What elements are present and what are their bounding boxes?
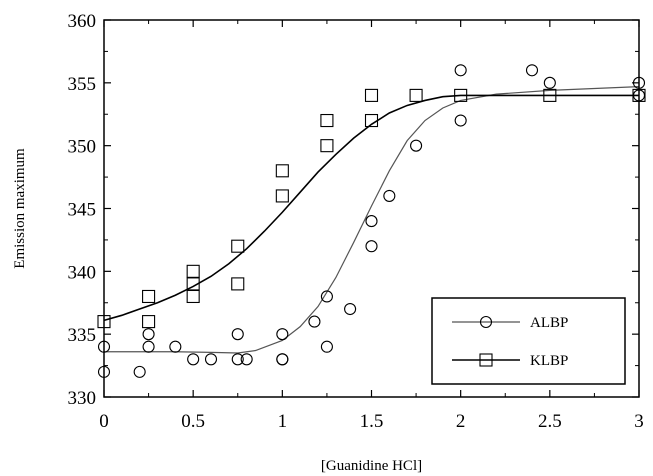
data-point-klbp: [275, 189, 289, 203]
x-axis-title: [Guanidine HCl]: [321, 458, 422, 474]
data-point-klbp: [320, 139, 334, 153]
data-point-albp: [187, 353, 200, 366]
legend-marker-shape: [479, 353, 493, 367]
data-point-albp: [133, 365, 146, 378]
data-point-klbp: [364, 88, 379, 102]
fit-curve-klbp: [103, 94, 639, 322]
y-tick-label: 360: [68, 11, 97, 32]
legend-marker-albp: [479, 315, 493, 329]
data-point-klbp: [142, 289, 156, 304]
data-point-albp: [365, 215, 378, 228]
y-tick-label: 330: [68, 388, 97, 409]
y-tick-label: 335: [68, 325, 97, 346]
data-point-albp: [240, 353, 253, 366]
x-tick-label: 0.5: [181, 411, 205, 432]
data-point-klbp: [142, 315, 156, 329]
fit-curve-albp: [104, 86, 640, 354]
data-point-klbp: [186, 264, 200, 278]
y-tick-label: 355: [68, 74, 97, 95]
data-point-albp: [204, 353, 218, 366]
data-point-albp: [276, 328, 289, 341]
data-point-albp: [410, 139, 423, 152]
x-tick-label: 3: [634, 411, 644, 432]
legend-label-albp: ALBP: [530, 315, 568, 331]
data-point-klbp: [275, 164, 289, 178]
legend: ALBP KLBP: [431, 297, 626, 385]
data-point-klbp: [186, 289, 200, 304]
data-point-albp: [276, 353, 289, 366]
data-point-albp: [525, 64, 539, 77]
data-point-albp: [169, 340, 182, 353]
data-point-albp: [365, 240, 378, 253]
y-tick-label: 340: [68, 262, 97, 283]
data-point-klbp: [409, 88, 423, 102]
data-point-klbp: [543, 88, 557, 102]
legend-label-klbp: KLBP: [530, 353, 568, 369]
data-point-klbp: [364, 113, 379, 128]
data-point-albp: [142, 328, 155, 341]
x-tick-label: 0: [99, 411, 109, 432]
data-point-albp: [308, 315, 321, 328]
x-tick-label: 2.5: [538, 411, 562, 432]
data-point-albp: [320, 290, 333, 303]
y-axis-title: Emission maximum: [12, 148, 28, 269]
legend-marker-klbp: [479, 353, 493, 367]
y-tick-label: 345: [68, 200, 97, 221]
x-tick-label: 1.5: [360, 411, 384, 432]
data-point-albp: [344, 302, 357, 316]
legend-marker-shape: [479, 315, 493, 329]
x-tick-label: 1: [278, 411, 288, 432]
data-point-albp: [383, 189, 396, 202]
data-point-klbp: [231, 239, 245, 253]
data-point-klbp: [186, 277, 200, 291]
data-point-klbp: [454, 88, 468, 102]
x-tick-label: 2: [456, 411, 466, 432]
data-point-albp: [320, 340, 333, 353]
data-point-albp: [454, 114, 467, 127]
legend-box: [431, 297, 626, 385]
data-point-albp: [231, 328, 244, 341]
data-point-albp: [231, 353, 244, 366]
data-point-albp: [454, 64, 467, 77]
y-tick-label: 350: [68, 137, 97, 158]
data-point-albp: [142, 340, 155, 353]
data-point-albp: [543, 76, 556, 89]
data-point-klbp: [320, 113, 334, 128]
axis-layer: 0 0.5 1 1.5 2 2.5 3 330 335 340 345 350 355 360: [68, 11, 644, 432]
data-point-klbp: [231, 277, 245, 291]
